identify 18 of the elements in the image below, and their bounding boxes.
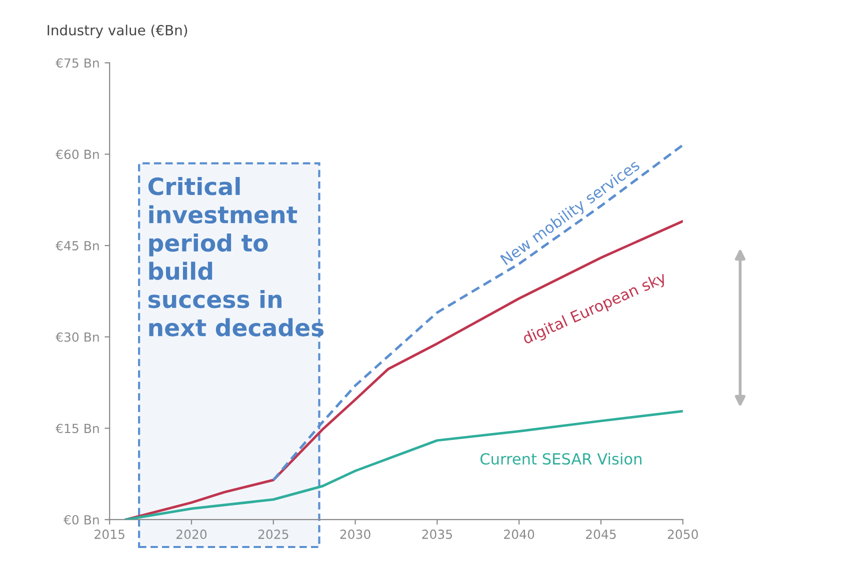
y-tick-label: €75 Bn <box>56 58 99 68</box>
x-tick-label: 2045 <box>586 530 616 540</box>
x-tick-label: 2020 <box>176 530 207 540</box>
x-tick-label: 2025 <box>258 530 288 540</box>
y-tick-label: €45 Bn <box>56 241 99 250</box>
y-tick-label: €30 Bn <box>56 332 99 342</box>
x-tick-label: 2015 <box>94 530 124 540</box>
line-series <box>124 410 683 520</box>
y-tick-label: €60 Bn <box>56 150 99 160</box>
series-label: Current SESAR Vision <box>480 452 642 465</box>
y-tick-label: €15 Bn <box>56 424 99 434</box>
x-tick-label: 2050 <box>668 530 698 540</box>
y-axis-title: Industry value (€Bn) <box>48 24 188 38</box>
band-label: Critical investment period to build success in next decades <box>148 177 324 336</box>
x-tick-label: 2030 <box>340 530 370 540</box>
x-tick-label: 2040 <box>504 530 534 540</box>
y-tick-label: €0 Bn <box>63 515 99 525</box>
x-tick-label: 2035 <box>422 530 452 540</box>
